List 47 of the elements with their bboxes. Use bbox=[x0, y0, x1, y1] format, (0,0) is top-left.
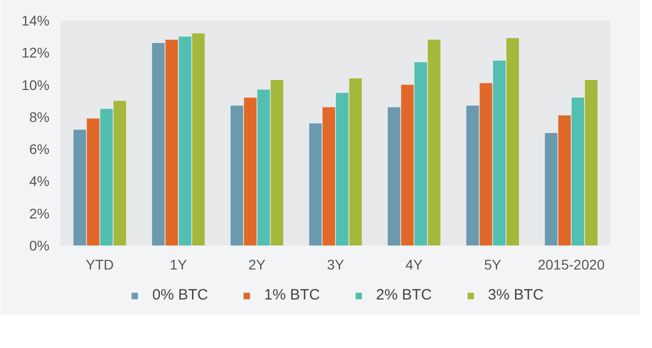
bar bbox=[86, 118, 100, 246]
legend-label: 2% BTC bbox=[376, 286, 432, 304]
legend-label: 3% BTC bbox=[488, 286, 544, 304]
y-tick-label: 8% bbox=[29, 108, 50, 125]
bar bbox=[322, 107, 336, 246]
bar bbox=[152, 43, 165, 246]
bar bbox=[506, 38, 519, 246]
bar bbox=[244, 98, 257, 246]
y-tick-label: 14% bbox=[21, 12, 50, 28]
y-tick-label: 2% bbox=[29, 205, 50, 222]
x-tick-label: YTD bbox=[86, 256, 114, 272]
bar bbox=[230, 106, 244, 246]
bar bbox=[480, 83, 492, 246]
bar bbox=[544, 133, 558, 246]
bar bbox=[100, 108, 113, 246]
x-tick-label: 2Y bbox=[248, 256, 266, 272]
bar bbox=[114, 100, 126, 246]
bar bbox=[178, 36, 192, 246]
bar bbox=[428, 40, 440, 246]
bar bbox=[73, 130, 86, 246]
bar bbox=[388, 107, 400, 246]
x-tick-label: 5Y bbox=[484, 256, 502, 272]
bar bbox=[349, 78, 362, 246]
x-tick-label: 2015-2020 bbox=[538, 256, 605, 272]
bar bbox=[414, 62, 428, 246]
bar bbox=[466, 106, 479, 246]
bar bbox=[192, 33, 205, 246]
y-tick-label: 4% bbox=[29, 173, 50, 190]
y-tick-label: 6% bbox=[29, 141, 50, 158]
y-tick-label: 0% bbox=[29, 238, 50, 254]
x-tick-label: 4Y bbox=[406, 256, 424, 272]
bar bbox=[270, 80, 284, 246]
x-tick-label: 3Y bbox=[326, 256, 345, 272]
bar bbox=[584, 80, 598, 246]
legend-label: 1% BTC bbox=[264, 286, 320, 304]
bar bbox=[572, 98, 584, 246]
bar bbox=[336, 92, 348, 246]
y-tick-label: 12% bbox=[21, 44, 50, 61]
bar bbox=[401, 84, 414, 246]
x-tick-label: 1Y bbox=[170, 256, 188, 272]
y-tick-label: 10% bbox=[21, 76, 50, 93]
bar bbox=[257, 90, 270, 246]
legend-label: 0% BTC bbox=[152, 286, 208, 304]
bar bbox=[309, 123, 322, 246]
bar bbox=[493, 60, 506, 246]
bar bbox=[558, 115, 571, 246]
bar bbox=[165, 40, 178, 246]
